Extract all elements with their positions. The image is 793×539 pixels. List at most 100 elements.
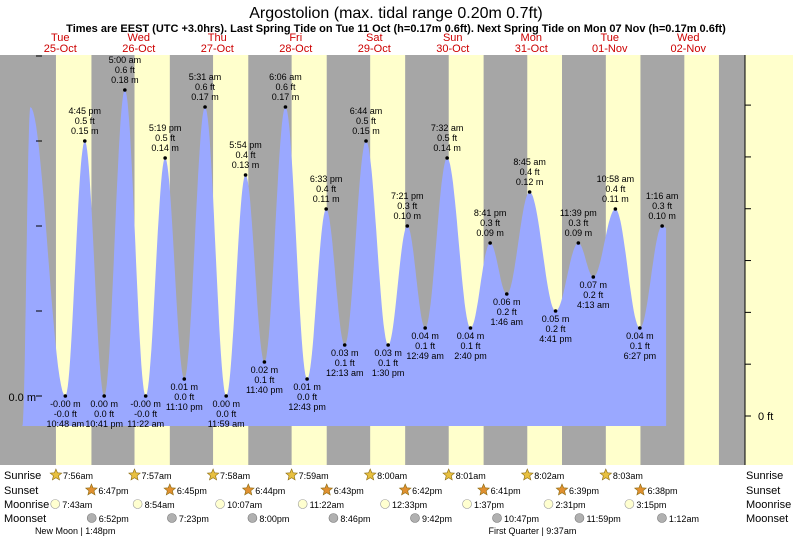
extreme-point: [342, 343, 347, 347]
day-name: Tue: [51, 32, 70, 44]
day-headers: Tue25-OctWed26-OctThu27-OctFri28-OctSat2…: [44, 32, 707, 55]
day-name: Wed: [677, 32, 699, 44]
extreme-metres: 0.18 m: [111, 75, 139, 85]
extreme-metres: -0.00 m: [50, 399, 81, 409]
extreme-point: [82, 139, 87, 143]
extreme-metres: 0.01 m: [171, 382, 199, 392]
extreme-time: 11:10 pm: [166, 402, 203, 412]
moonset-icon: [167, 513, 177, 523]
extreme-feet: 0.0 ft: [216, 409, 237, 419]
moonrise-time: 10:07am: [227, 500, 262, 510]
moonset-time: 1:12am: [669, 514, 699, 524]
extreme-metres: 0.17 m: [191, 92, 219, 102]
sunset-time: 6:42pm: [412, 486, 442, 496]
extreme-metres: 0.14 m: [151, 143, 179, 153]
sun-icon: [442, 468, 456, 481]
extreme-feet: 0.4 ft: [236, 150, 257, 160]
moonrise-time: 2:31pm: [555, 500, 585, 510]
moonrise-icon: [543, 499, 554, 509]
extreme-feet: -0.0 ft: [54, 409, 78, 419]
extreme-time: 10:48 am: [47, 419, 85, 429]
moonset-time: 8:00pm: [259, 514, 289, 524]
extreme-point: [163, 156, 167, 160]
extreme-feet: 0.1 ft: [460, 341, 481, 351]
extreme-time: 11:39 pm: [560, 208, 597, 218]
sun-icon: [555, 483, 569, 496]
moonset-time: 11:59pm: [586, 514, 620, 524]
extreme-time: 4:13 am: [577, 300, 610, 310]
extreme-time: 12:13 am: [326, 368, 364, 378]
chart-title: Argostolion (max. tidal range 0.20m 0.7f…: [249, 5, 542, 22]
extreme-point: [243, 173, 248, 177]
day-date: 31-Oct: [515, 43, 548, 55]
extreme-time: 6:33 pm: [310, 174, 343, 184]
right-axis-label: 0 ft: [758, 411, 773, 423]
moonset-icon: [86, 513, 97, 523]
day-name: Sun: [443, 32, 463, 44]
extreme-feet: 0.4 ft: [605, 184, 626, 194]
moonset-icon: [247, 513, 258, 523]
extreme-metres: 0.04 m: [626, 331, 654, 341]
sunrise-time: 7:59am: [299, 471, 329, 481]
extreme-feet: 0.5 ft: [437, 133, 458, 143]
extreme-metres: 0.03 m: [331, 348, 359, 358]
extreme-time: 11:22 am: [127, 419, 164, 429]
extreme-time: 1:30 pm: [372, 368, 405, 378]
extreme-point: [203, 105, 207, 109]
day-name: Wed: [128, 32, 150, 44]
moonrise-time: 8:54am: [145, 500, 175, 510]
extreme-metres: 0.17 m: [272, 92, 300, 102]
extreme-metres: 0.00 m: [90, 399, 118, 409]
extreme-time: 2:40 pm: [454, 351, 487, 361]
extreme-point: [613, 207, 618, 211]
tide-curve: [22, 90, 667, 426]
moonset-time: 7:23pm: [179, 514, 209, 524]
extreme-metres: 0.01 m: [293, 382, 321, 392]
moonrise-time: 11:22am: [310, 500, 344, 510]
sunrise-time: 7:56am: [63, 471, 93, 481]
extreme-metres: 0.10 m: [648, 211, 676, 221]
extreme-time: 5:54 pm: [229, 140, 262, 150]
axes: [36, 55, 751, 465]
sun-moon-table: Sunrise Sunrise Sunset Sunset Moonrise Moonri…: [4, 468, 791, 536]
extreme-point: [576, 241, 581, 245]
sunset-time: 6:43pm: [334, 486, 364, 496]
moon-phase-label: First Quarter | 9:37am: [488, 526, 576, 536]
sun-icon: [128, 468, 141, 481]
extreme-feet: 0.0 ft: [174, 392, 195, 402]
extreme-metres: 0.11 m: [602, 194, 629, 204]
extreme-feet: 0.0 ft: [94, 409, 115, 419]
extreme-point: [591, 275, 596, 279]
extreme-time: 8:41 pm: [474, 208, 507, 218]
extreme-metres: 0.13 m: [232, 160, 260, 170]
extreme-metres: 0.11 m: [313, 194, 340, 204]
extreme-point: [553, 309, 558, 313]
extreme-time: 11:59 am: [208, 419, 245, 429]
extreme-point: [102, 394, 106, 398]
extreme-feet: 0.4 ft: [520, 167, 541, 177]
left-axis-label: 0.0 m: [8, 392, 36, 404]
moonset-icon: [657, 513, 667, 523]
sunrise-time: 7:58am: [220, 471, 250, 481]
row-label-right: Sunrise: [746, 470, 783, 482]
extreme-time: 8:45 am: [513, 157, 546, 167]
extreme-point: [364, 139, 368, 143]
extreme-time: 5:31 am: [189, 72, 222, 82]
row-label-left: Moonset: [4, 513, 46, 525]
moonset-time: 6:52pm: [99, 514, 129, 524]
sun-icon: [520, 468, 534, 481]
extreme-time: 1:46 am: [491, 317, 524, 327]
extreme-feet: 0.6 ft: [275, 82, 296, 92]
moonrise-icon: [297, 499, 308, 509]
extreme-metres: 0.09 m: [476, 228, 504, 238]
row-label-right: Moonset: [746, 513, 788, 525]
sunset-time: 6:44pm: [255, 486, 285, 496]
extreme-metres: 0.06 m: [493, 297, 521, 307]
extreme-metres: 0.04 m: [457, 331, 485, 341]
extreme-feet: 0.6 ft: [195, 82, 216, 92]
extreme-metres: 0.03 m: [374, 348, 402, 358]
sunset-time: 6:47pm: [98, 486, 128, 496]
row-label-right: Sunset: [746, 485, 780, 497]
extreme-feet: 0.1 ft: [378, 358, 399, 368]
